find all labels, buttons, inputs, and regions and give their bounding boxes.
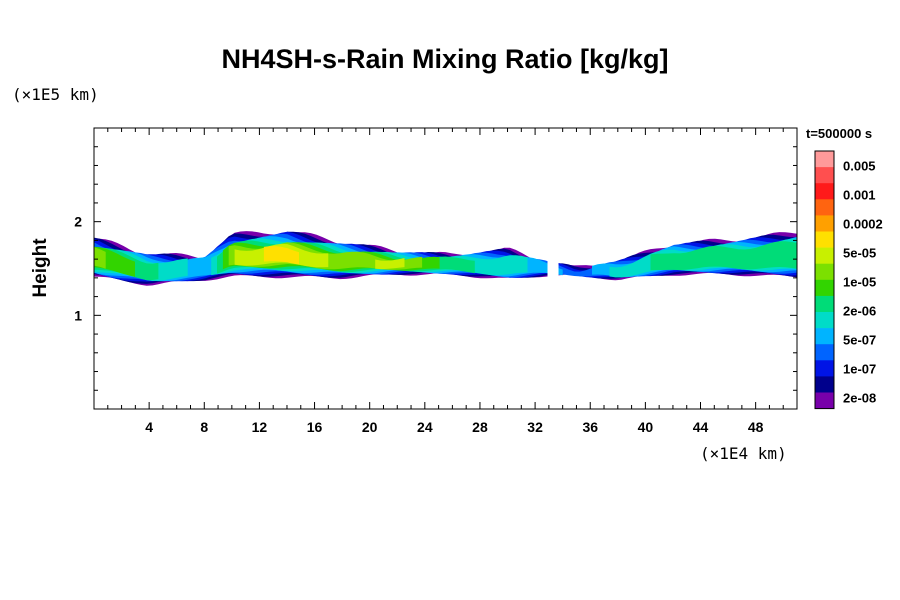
y-tick-label: 2 xyxy=(74,214,82,230)
colorbar-frame xyxy=(814,150,835,410)
x-tick-label: 16 xyxy=(307,419,323,435)
mixing-ratio-field xyxy=(94,231,797,288)
x-tick-label: 36 xyxy=(582,419,598,435)
y-tick-label: 1 xyxy=(74,307,82,323)
colorbar-swatch xyxy=(815,215,834,232)
colorbar-label: 5e-07 xyxy=(843,332,876,347)
x-tick-label: 32 xyxy=(527,419,543,435)
x-tick-label: 48 xyxy=(748,419,764,435)
x-tick-label: 12 xyxy=(252,419,268,435)
x-axis-scale-label: (×1E4 km) xyxy=(700,444,787,463)
y-axis: 12 xyxy=(74,146,797,391)
x-tick-label: 28 xyxy=(472,419,488,435)
colorbar-swatch xyxy=(815,247,834,264)
colorbar-swatch xyxy=(815,295,834,313)
colorbar-swatch xyxy=(815,151,834,168)
field-contour-level xyxy=(650,241,797,271)
colorbar-swatch xyxy=(815,231,834,248)
x-axis: 4 8 12 16 20 24 28 32 36 40 44 48 xyxy=(107,128,784,435)
time-label: t=500000 s xyxy=(806,126,873,141)
colorbar-label: 5e-05 xyxy=(843,245,876,260)
colorbar-swatch xyxy=(815,360,834,377)
colorbar-label: 0.001 xyxy=(843,187,876,202)
field-contour-level xyxy=(375,258,405,270)
field-contour-level xyxy=(94,247,106,269)
colorbar-swatch xyxy=(815,392,834,409)
plot-frame xyxy=(93,127,798,410)
x-tick-label: 4 xyxy=(145,419,153,435)
x-tick-label: 44 xyxy=(693,419,709,435)
colorbar-swatch xyxy=(815,312,834,329)
field-gap xyxy=(547,231,559,288)
x-tick-label: 24 xyxy=(417,419,433,435)
colorbar-swatch xyxy=(815,328,834,345)
colorbar-swatch xyxy=(815,344,834,361)
x-tick-label: 40 xyxy=(638,419,654,435)
colorbar-label: 1e-07 xyxy=(843,361,876,376)
x-tick-label: 8 xyxy=(200,419,208,435)
colorbar-label: 1e-05 xyxy=(843,274,876,289)
colorbar-label: 0.0002 xyxy=(843,216,883,231)
colorbar-swatch xyxy=(815,183,834,200)
colorbar: 0.005 0.001 0.0002 5e-05 1e-05 2e-06 5e-07 1e-0… xyxy=(814,150,883,410)
field-contour-level xyxy=(263,246,299,265)
colorbar-label: 0.005 xyxy=(843,158,876,173)
colorbar-swatch xyxy=(815,376,834,393)
colorbar-swatch xyxy=(815,199,834,216)
colorbar-swatch xyxy=(815,279,834,297)
y-axis-scale-label: (×1E5 km) xyxy=(12,85,99,104)
chart-title: NH4SH-s-Rain Mixing Ratio [kg/kg] xyxy=(221,44,669,74)
x-tick-label: 20 xyxy=(362,419,378,435)
colorbar-label: 2e-06 xyxy=(843,303,876,318)
colorbar-label: 2e-08 xyxy=(843,390,876,405)
colorbar-swatch xyxy=(815,263,834,281)
colorbar-swatch xyxy=(815,167,834,184)
